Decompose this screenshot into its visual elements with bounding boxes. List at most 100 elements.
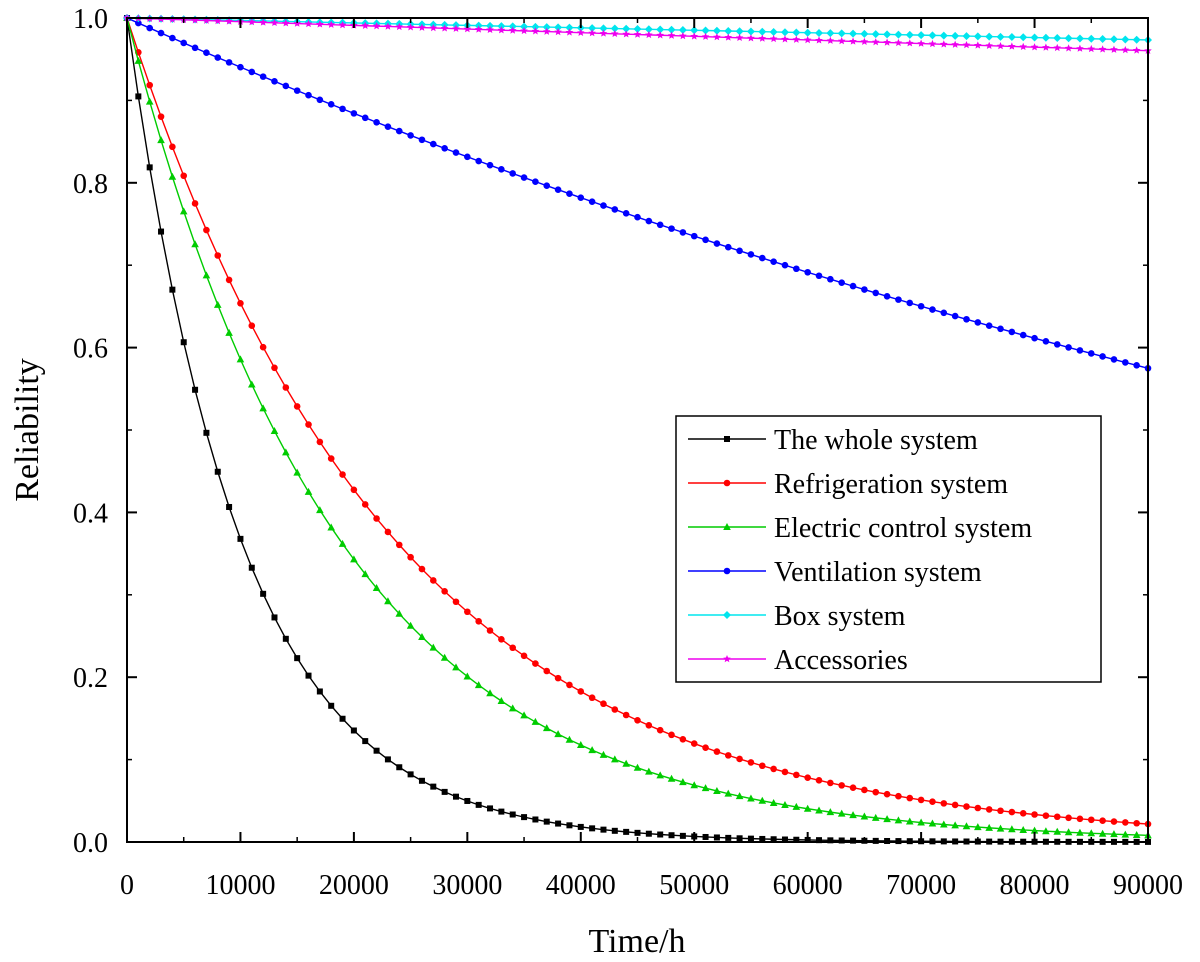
data-point — [736, 835, 743, 842]
data-point — [633, 763, 642, 771]
data-point — [169, 286, 176, 293]
data-point — [997, 325, 1004, 333]
data-point — [747, 794, 755, 802]
data-point — [758, 254, 766, 262]
data-point — [327, 455, 335, 462]
data-point — [849, 784, 857, 792]
data-point — [384, 597, 392, 605]
data-point — [599, 24, 608, 33]
data-point — [815, 806, 823, 814]
data-point — [316, 438, 324, 446]
data-point — [520, 22, 529, 31]
data-point — [1019, 42, 1028, 51]
data-point — [395, 541, 403, 549]
data-point — [135, 19, 142, 27]
data-point — [702, 236, 709, 244]
data-point — [724, 26, 733, 35]
data-point — [169, 34, 176, 42]
data-point — [1031, 811, 1038, 818]
data-point — [826, 36, 835, 44]
data-point — [327, 101, 335, 108]
data-point — [895, 792, 902, 800]
data-point — [509, 811, 516, 818]
legend-label: The whole system — [774, 425, 978, 456]
data-point — [917, 31, 926, 40]
data-point — [1133, 362, 1140, 369]
data-point — [667, 774, 676, 782]
data-point — [158, 228, 165, 235]
data-point — [736, 247, 743, 255]
data-point — [532, 816, 539, 823]
data-point — [576, 741, 585, 749]
data-point — [1087, 44, 1096, 53]
legend-item: Refrigeration system — [688, 469, 1008, 500]
data-point — [747, 34, 755, 42]
data-point — [384, 22, 392, 30]
data-point — [521, 814, 528, 821]
data-point — [1099, 817, 1106, 824]
data-point — [973, 32, 982, 41]
data-point — [213, 16, 222, 25]
data-point — [555, 820, 562, 827]
data-point — [226, 503, 233, 510]
data-point — [361, 21, 370, 29]
data-point — [588, 198, 596, 205]
data-point — [633, 25, 642, 34]
data-point — [464, 797, 471, 804]
data-point — [860, 29, 869, 38]
data-point — [861, 286, 868, 293]
data-point — [236, 355, 245, 363]
data-point — [1053, 827, 1062, 835]
data-point — [929, 798, 936, 805]
data-point — [407, 553, 414, 561]
data-point — [157, 29, 165, 37]
data-point — [225, 276, 233, 284]
data-point — [690, 781, 699, 789]
data-point — [168, 172, 177, 180]
data-point — [430, 783, 437, 790]
legend-marker — [723, 567, 731, 575]
series-6 — [123, 14, 1152, 54]
data-point — [1042, 827, 1050, 835]
data-point — [917, 818, 925, 826]
data-point — [474, 25, 483, 33]
data-point — [735, 33, 744, 42]
data-point — [985, 41, 993, 49]
data-point — [1121, 45, 1130, 54]
data-point — [883, 38, 891, 46]
data-point — [725, 834, 732, 841]
data-point — [282, 635, 289, 642]
data-point — [623, 828, 630, 835]
y-tick-label: 0.8 — [73, 169, 108, 200]
data-point — [169, 143, 176, 151]
data-point — [531, 22, 540, 31]
data-point — [475, 157, 482, 165]
data-point — [305, 421, 312, 428]
x-tick-label: 80000 — [1000, 870, 1070, 901]
data-point — [588, 24, 597, 33]
data-point — [577, 194, 585, 201]
data-point — [248, 322, 256, 330]
data-point — [1064, 828, 1073, 836]
data-point — [1030, 33, 1039, 42]
x-tick-label: 70000 — [886, 870, 956, 901]
data-point — [611, 755, 619, 763]
data-point — [531, 717, 540, 725]
data-point — [589, 825, 596, 832]
data-point — [622, 711, 630, 719]
legend-label: Box system — [774, 601, 906, 632]
data-point — [452, 793, 459, 800]
data-point — [815, 777, 823, 784]
data-point — [542, 23, 551, 32]
data-point — [792, 35, 801, 43]
data-point — [145, 97, 154, 105]
data-point — [361, 570, 370, 578]
data-point — [474, 681, 483, 689]
data-point — [429, 23, 438, 32]
data-point — [827, 275, 834, 283]
data-point — [724, 33, 733, 41]
data-point — [633, 30, 642, 38]
data-point — [1008, 42, 1016, 50]
data-point — [951, 801, 959, 809]
data-point — [645, 830, 652, 837]
